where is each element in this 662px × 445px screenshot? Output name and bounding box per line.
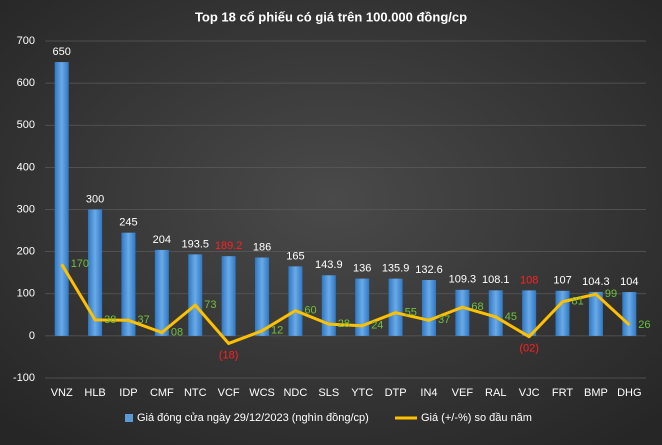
bar [555,290,570,336]
bar [522,290,537,336]
bar [54,62,69,336]
bar [154,249,169,336]
y-tick-label: 100 [17,288,35,300]
y-tick-label: 300 [17,203,35,215]
y-tick-label: 0 [29,330,35,342]
x-tick-label: WCS [249,387,275,399]
line-value-label: 38 [104,314,116,326]
bar-value-label: 300 [86,193,104,205]
line-value-label: 170 [71,258,89,270]
x-tick-label: SLS [318,387,339,399]
line-value-label: 81 [572,296,584,308]
bar-value-label: 104.3 [582,276,610,288]
bar [455,289,470,336]
line-value-label: 99 [605,288,617,300]
line-value-label: 08 [171,326,183,338]
bar [188,254,203,336]
bar [288,266,303,336]
bar-value-label: 108.1 [482,274,510,286]
x-tick-label: VJC [519,387,540,399]
bar-value-label: 204 [153,234,171,246]
bar-value-label: 193.5 [181,238,209,250]
bar-value-label: 165 [286,250,304,262]
line-value-label: 12 [271,325,283,337]
x-tick-label: NDC [283,387,307,399]
bar [355,278,370,336]
x-tick-label: YTC [351,387,373,399]
bar [88,209,103,336]
chart-title: Top 18 cổ phiếu có giá trên 100.000 đồng… [195,9,467,24]
line [60,263,631,345]
bar-value-label: 143.9 [315,259,343,271]
line-value-label: 37 [137,314,149,326]
bar-value-label: 186 [253,241,271,253]
line-value-label: 28 [338,318,350,330]
bar [321,275,336,336]
x-tick-label: FRT [552,387,573,399]
y-tick-label: 200 [17,246,35,258]
y-tick-label: 500 [17,119,35,131]
bar [121,232,136,336]
line-value-label: 55 [405,307,417,319]
line-value-label: 60 [304,305,316,317]
legend-swatch [125,414,133,422]
bar-value-label: 245 [119,217,137,229]
x-tick-label: BMP [584,387,608,399]
y-tick-label: 400 [17,161,35,173]
x-tick-label: IDP [119,387,137,399]
bar [622,292,637,336]
x-tick-label: CMF [150,387,174,399]
x-tick-label: DHG [617,387,641,399]
bar [221,256,236,336]
bar-value-label: 107 [553,275,571,287]
bar-value-label: 136 [353,262,371,274]
bar-value-label: 108 [520,274,538,286]
bar-value-label: 104 [620,276,638,288]
x-tick-label: RAL [485,387,506,399]
line-value-label: 24 [371,320,383,332]
bar [255,257,270,336]
bar [588,291,603,336]
line-value-label: (18) [219,349,239,361]
x-tick-label: NTC [184,387,207,399]
x-tick-label: IN4 [420,387,437,399]
line-value-label: (02) [519,343,539,355]
y-tick-label: 700 [17,35,35,47]
bar [421,280,436,336]
x-tick-label: VEF [452,387,474,399]
line-value-label: 37 [438,314,450,326]
bar-value-label: 132.6 [415,264,443,276]
line-value-label: 26 [638,319,650,331]
bar-value-label: 189.2 [215,240,243,252]
y-tick-label: -100 [13,372,35,384]
line-value-label: 73 [204,299,216,311]
legend-label: Giá (+/-%) so đầu năm [421,412,532,424]
bar [488,290,503,336]
x-tick-label: DTP [385,387,407,399]
legend-label: Giá đóng cửa ngày 29/12/2023 (nghìn đồng… [137,412,369,424]
x-tick-label: HLB [84,387,105,399]
y-tick-label: 600 [17,77,35,89]
x-tick-label: VCF [218,387,240,399]
line-value-label: 45 [505,311,517,323]
bar-value-label: 650 [53,46,71,58]
bar-value-label: 135.9 [382,263,410,275]
line-value-label: 68 [471,301,483,313]
bar-value-label: 109.3 [449,274,477,286]
x-tick-label: VNZ [51,387,73,399]
bar [388,278,403,336]
